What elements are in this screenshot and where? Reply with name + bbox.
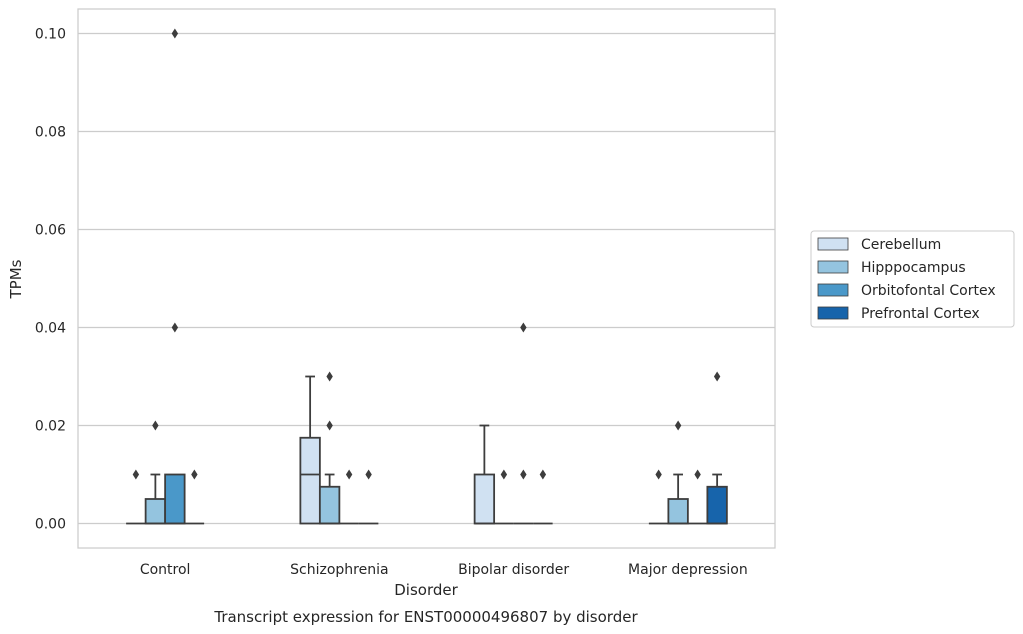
box-plot [533,469,553,525]
outlier-point [500,469,508,480]
y-tick-label: 0.02 [35,419,66,435]
y-axis-title: TPMs [7,259,25,299]
outlier-point [674,420,682,431]
x-tick-label: Bipolar disorder [458,562,569,578]
box-body [706,485,728,525]
legend-swatch [817,237,849,251]
outlier-point [152,420,159,431]
box-body [318,485,341,525]
box-plot [358,469,379,525]
box-plot [687,469,708,525]
box-body [473,473,496,525]
box-plot [706,371,728,525]
outlier-point [132,469,140,480]
outlier-point [694,469,701,480]
box-body [667,498,689,525]
plot-background [78,9,775,548]
y-tick-label: 0.06 [35,223,66,239]
outlier-point [345,469,353,480]
box-plot [494,469,514,525]
box-plot [144,420,167,525]
legend-label: Cerebellum [861,237,941,253]
outlier-point [655,469,662,480]
box-plot [184,469,205,525]
outlier-point [326,420,333,431]
box-plot [164,28,186,525]
box-body [299,436,321,525]
legend-swatch [817,306,849,320]
outlier-point [171,322,179,333]
legend-swatch [817,283,849,297]
y-tick-label: 0.00 [35,517,66,533]
box-plot [126,469,146,525]
outlier-point [191,469,198,480]
legend-swatch [817,260,849,274]
box-plot [318,371,341,525]
box-plot [339,469,359,525]
outlier-point [539,469,547,480]
box-plot [648,469,669,525]
outlier-point [171,28,179,39]
y-tick-label: 0.08 [35,125,66,141]
outlier-point [365,469,372,480]
box-plot [667,420,689,525]
legend: Cerebellum Hipppocampus Orbitofontal Corte… [810,230,1015,328]
box-body [144,498,167,525]
y-tick-label: 0.04 [35,321,66,337]
outlier-point [713,371,721,382]
legend-frame [810,230,1015,328]
plot-frame [77,8,776,549]
y-tick-labels: 0.00 0.02 0.04 0.06 0.08 0.10 [35,27,66,533]
y-tick-label: 0.10 [35,27,66,43]
legend-label: Hipppocampus [861,260,966,276]
x-tick-label: Major depression [628,562,748,578]
outlier-point [520,322,527,333]
x-tick-labels: Control Schizophrenia Bipolar disorder Majo… [140,562,748,578]
box-plot [513,322,534,525]
box-plot [473,424,496,525]
chart-title: Transcript expression for ENST0000049680… [213,608,638,626]
box-plots [126,28,728,525]
box-body [164,473,186,525]
x-tick-label: Control [140,562,191,578]
outlier-point [326,371,333,382]
legend-label: Prefrontal Cortex [861,306,980,322]
legend-label: Orbitofontal Cortex [861,283,996,299]
box-plot [299,375,321,525]
x-tick-label: Schizophrenia [290,562,388,578]
x-axis-title: Disorder [394,581,458,599]
outlier-point [520,469,527,480]
